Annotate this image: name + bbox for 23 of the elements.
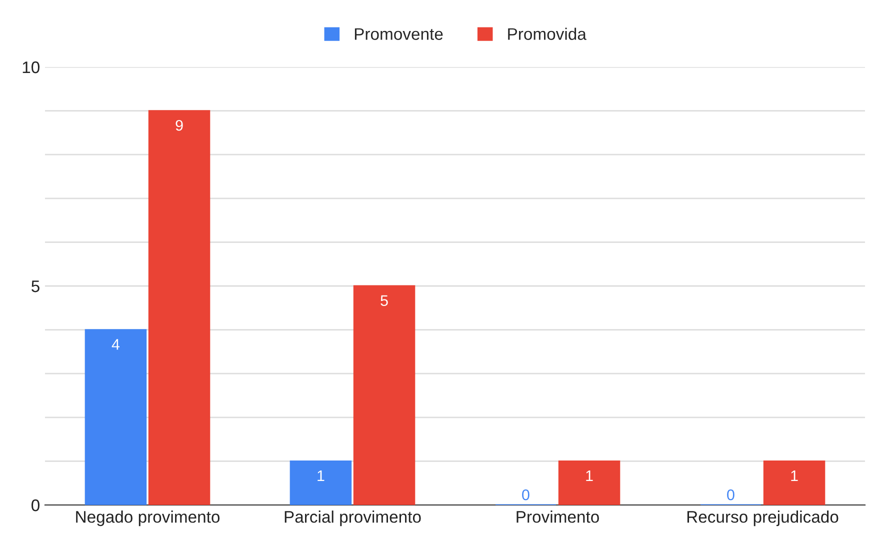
y-tick-label: 5 bbox=[32, 280, 40, 292]
bar bbox=[763, 460, 826, 505]
y-tick-label: 10 bbox=[22, 61, 40, 74]
data-label: 5 bbox=[380, 295, 388, 306]
x-tick-label: Parcial provimento bbox=[284, 510, 421, 526]
data-label: 4 bbox=[112, 339, 120, 350]
y-tick-label: 0 bbox=[32, 499, 40, 512]
x-tick-label: Negado provimento bbox=[76, 510, 220, 526]
bar bbox=[148, 110, 210, 505]
data-label: 1 bbox=[586, 470, 593, 482]
x-tick-label: Recurso prejudicado bbox=[687, 510, 838, 526]
bar bbox=[290, 460, 352, 505]
bar bbox=[353, 285, 416, 505]
bar bbox=[84, 329, 147, 505]
legend-label: Promovente bbox=[354, 28, 443, 40]
x-tick-label: Provimento bbox=[516, 510, 599, 523]
data-label: 9 bbox=[176, 120, 183, 131]
legend-label: Promovida bbox=[508, 28, 586, 40]
data-label: 1 bbox=[791, 470, 798, 482]
data-label: 0 bbox=[727, 489, 734, 500]
bar bbox=[558, 460, 620, 505]
data-label: 1 bbox=[318, 470, 324, 482]
data-label: 0 bbox=[522, 489, 530, 500]
